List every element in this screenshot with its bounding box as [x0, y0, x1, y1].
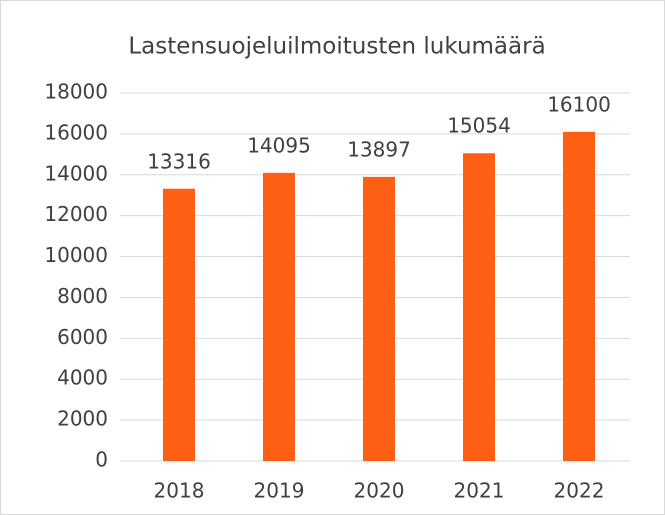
bar	[463, 153, 495, 461]
data-label: 13316	[147, 149, 211, 173]
y-tick-label: 0	[95, 448, 108, 472]
data-label: 15054	[447, 114, 511, 138]
y-tick-label: 8000	[57, 284, 108, 308]
data-label: 14095	[247, 133, 311, 157]
y-tick-label: 4000	[57, 366, 108, 390]
x-tick-label: 2018	[154, 479, 205, 503]
x-tick-label: 2022	[554, 479, 605, 503]
y-tick-label: 12000	[44, 202, 108, 226]
x-tick-label: 2019	[254, 479, 305, 503]
chart-title: Lastensuojeluilmoitusten lukumäärä	[128, 34, 545, 60]
y-tick-label: 18000	[44, 80, 108, 104]
data-label: 13897	[347, 137, 411, 161]
x-tick-label: 2020	[354, 479, 405, 503]
y-tick-label: 14000	[44, 161, 108, 185]
y-tick-label: 6000	[57, 325, 108, 349]
bar	[263, 172, 295, 461]
y-tick-label: 10000	[44, 243, 108, 267]
bar	[563, 131, 595, 461]
bar	[363, 176, 395, 462]
y-tick-label: 16000	[44, 120, 108, 144]
y-tick-label: 2000	[57, 407, 108, 431]
x-tick-label: 2021	[454, 479, 505, 503]
data-label: 16100	[547, 92, 611, 116]
bar	[163, 188, 195, 461]
